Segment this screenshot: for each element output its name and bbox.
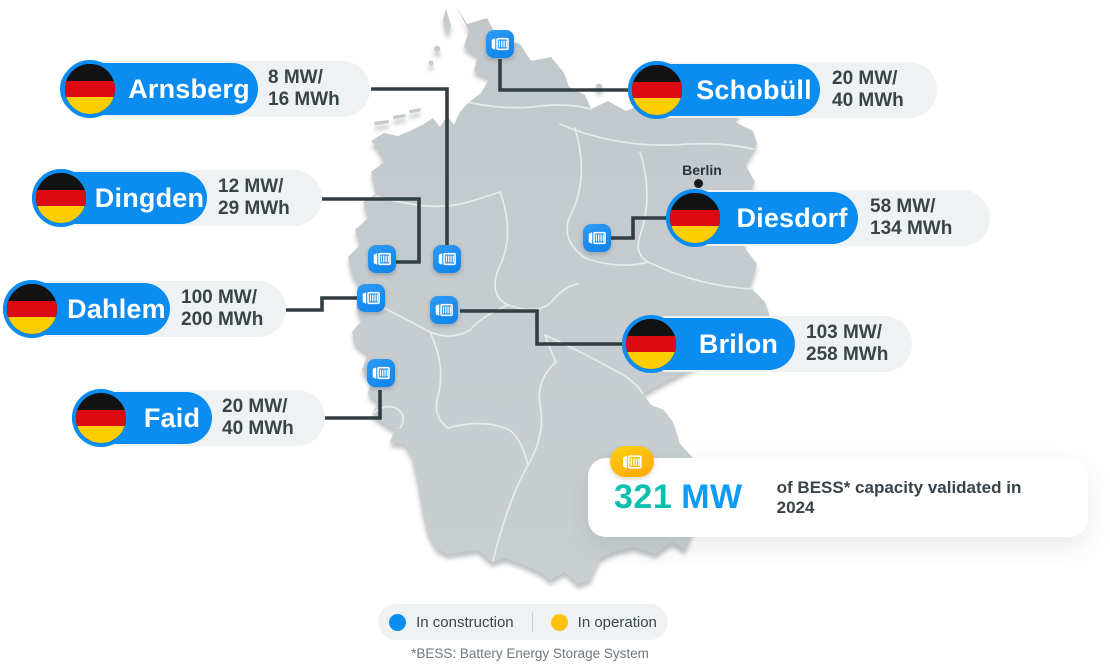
capacity-mw: 58 MW/ <box>870 196 936 217</box>
island <box>433 45 441 53</box>
battery-container-icon <box>583 224 611 252</box>
capacity-mw: 100 MW/ <box>181 287 258 308</box>
site-name: Diesdorf <box>736 202 848 233</box>
legend: In construction In operation <box>378 604 668 640</box>
site-name: Schobüll <box>696 74 812 105</box>
footnote: *BESS: Battery Energy Storage System <box>411 646 649 661</box>
capacity-mw: 20 MW/ <box>832 68 898 89</box>
capacity-mwh: 134 MWh <box>870 218 953 239</box>
site-name: Dingden <box>94 182 205 213</box>
capacity-mwh: 258 MWh <box>806 344 889 365</box>
battery-container-icon <box>433 245 461 273</box>
legend-construction-label: In construction <box>416 613 514 631</box>
capacity-mw: 12 MW/ <box>218 176 284 197</box>
site-name: Faid <box>143 402 201 433</box>
capacity-value: 100 MW/ 200 MWh <box>181 287 263 331</box>
germany-flag-icon <box>61 60 119 118</box>
stat-card: 321 MW of BESS* capacity validated in 202… <box>588 458 1088 537</box>
battery-container-icon <box>368 245 396 273</box>
battery-container-icon <box>430 296 458 324</box>
capacity-value: 20 MW/ 40 MWh <box>222 396 294 440</box>
stat-unit: MW <box>681 478 743 516</box>
germany-flag-icon <box>32 169 90 227</box>
capacity-mw: 20 MW/ <box>222 396 288 417</box>
germany-flag-icon <box>628 61 686 119</box>
capacity-value: 58 MW/ 134 MWh <box>870 196 952 240</box>
connector-brilon <box>460 309 624 346</box>
germany-flag-icon <box>3 280 61 338</box>
legend-operation-label: In operation <box>577 613 657 631</box>
site-name: Arnsberg <box>128 73 250 104</box>
island <box>393 114 406 120</box>
island <box>428 60 434 66</box>
connector-dingden <box>322 197 421 264</box>
germany-flag-icon <box>622 315 680 373</box>
capacity-value: 12 MW/ 29 MWh <box>218 176 290 220</box>
berlin-label: Berlin <box>682 162 722 178</box>
germany-flag-icon <box>72 389 130 447</box>
capacity-mwh: 40 MWh <box>832 90 904 111</box>
site-name: Brilon <box>698 328 779 359</box>
battery-container-icon <box>486 30 514 58</box>
capacity-mwh: 29 MWh <box>218 198 290 219</box>
capacity-mwh: 16 MWh <box>268 89 340 110</box>
capacity-mwh: 200 MWh <box>181 309 264 330</box>
legend-construction-dot <box>389 613 407 631</box>
legend-operation-dot <box>550 613 568 631</box>
connector-lines <box>285 59 668 420</box>
battery-container-icon-operation <box>610 446 654 477</box>
island <box>409 108 421 114</box>
site-name: Dahlem <box>67 293 166 324</box>
capacity-value: 103 MW/ 258 MWh <box>806 322 888 366</box>
berlin-dot <box>694 179 703 188</box>
connector-dahlem <box>285 296 358 312</box>
battery-container-icon <box>367 359 395 387</box>
capacity-value: 8 MW/ 16 MWh <box>268 67 340 111</box>
battery-container-icon <box>357 284 385 312</box>
germany-silhouette <box>348 6 775 584</box>
state-borders <box>369 96 758 562</box>
capacity-mw: 8 MW/ <box>268 67 323 88</box>
connector-arnsberg <box>371 87 449 246</box>
stat-description: of BESS* capacity validated in 2024 <box>776 477 1022 517</box>
connector-faid <box>303 390 382 420</box>
island <box>374 120 390 126</box>
island <box>443 9 451 35</box>
capacity-mw: 103 MW/ <box>806 322 883 343</box>
stat-value: 321 MW <box>614 478 743 517</box>
stat-number: 321 <box>614 478 673 516</box>
capacity-value: 20 MW/ 40 MWh <box>832 68 904 112</box>
capacity-mwh: 40 MWh <box>222 418 294 439</box>
connector-diesdorf <box>610 216 668 240</box>
legend-divider <box>531 612 533 632</box>
germany-flag-icon <box>666 189 724 247</box>
connector-schobuell <box>498 59 630 92</box>
